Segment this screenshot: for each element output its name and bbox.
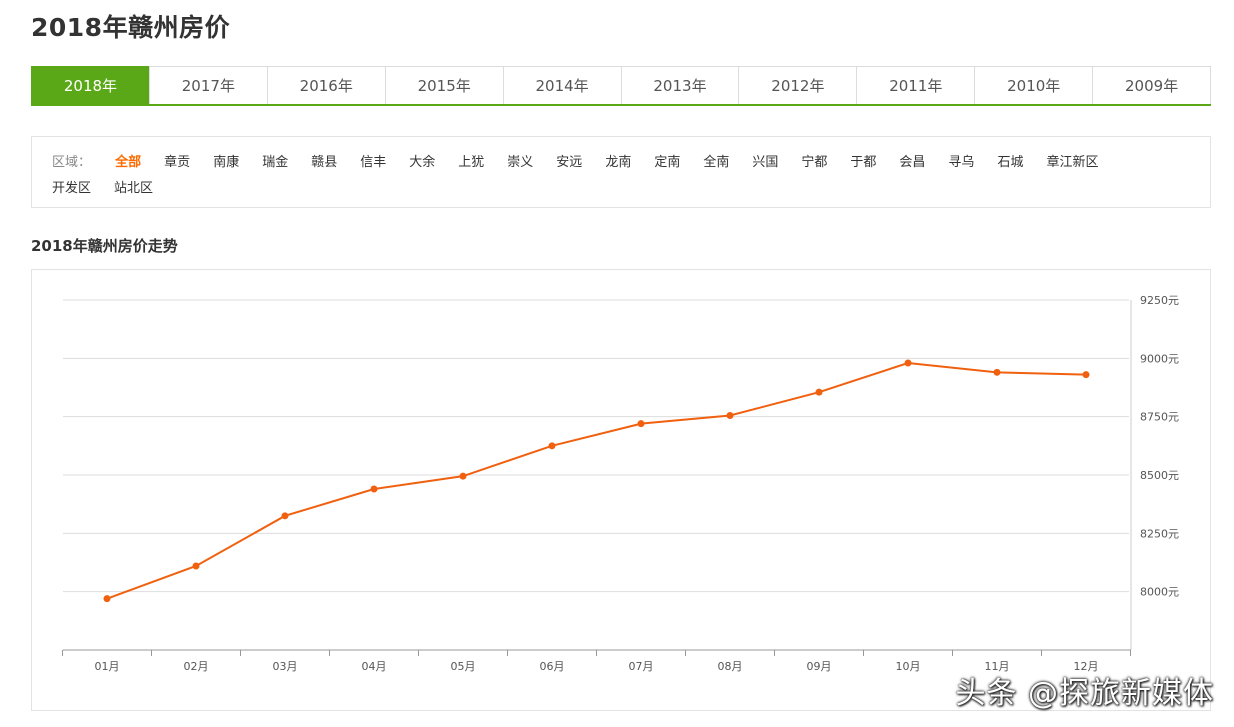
data-point (993, 368, 1001, 376)
region-item[interactable]: 石城 (997, 155, 1024, 170)
region-item[interactable]: 于都 (850, 155, 877, 170)
region-item[interactable]: 大余 (409, 155, 436, 170)
chart-container: 8000元 8250元 8500元 8750元 9000元 9250元 01月 02月 03月 0… (31, 269, 1211, 711)
x-tick-label: 01月 (95, 660, 120, 673)
year-tab-2014[interactable]: 2014年 (502, 66, 622, 104)
year-tab-2018[interactable]: 2018年 (31, 66, 150, 104)
region-item[interactable]: 南康 (213, 155, 240, 170)
x-tick-label: 07月 (629, 660, 654, 673)
year-tab-2013[interactable]: 2013年 (620, 66, 740, 104)
page-title: 2018年赣州房价 (31, 13, 231, 42)
x-tick-label: 04月 (362, 660, 387, 673)
region-item[interactable]: 上犹 (458, 155, 485, 170)
y-tick-label: 8000元 (1140, 586, 1179, 599)
region-filter: 区域： 全部 章贡 南康 瑞金 赣县 信丰 大余 上犹 崇义 安远 龙南 定南 全南 兴国 宁都 于都 会昌 寻乌… (31, 136, 1211, 208)
year-tab-2016[interactable]: 2016年 (266, 66, 386, 104)
data-point (103, 595, 111, 603)
x-tick-label: 02月 (184, 660, 209, 673)
data-point (815, 388, 823, 396)
y-tick-label: 8500元 (1140, 469, 1179, 482)
region-item[interactable]: 定南 (654, 155, 681, 170)
data-point (726, 412, 734, 419)
y-tick-label: 8750元 (1140, 411, 1179, 424)
region-line-1: 区域： 全部 章贡 南康 瑞金 赣县 信丰 大余 上犹 崇义 安远 龙南 定南 全南 兴国 宁都 于都 会昌 寻乌… (52, 150, 1210, 176)
region-item[interactable]: 信丰 (360, 155, 387, 170)
year-tab-2015[interactable]: 2015年 (384, 66, 504, 104)
data-point (904, 359, 912, 367)
region-item[interactable]: 会昌 (899, 155, 926, 170)
chart-title: 2018年赣州房价走势 (31, 237, 178, 255)
y-tick-label: 9250元 (1140, 294, 1179, 307)
region-item[interactable]: 安远 (556, 155, 583, 170)
y-tick-label: 9000元 (1140, 352, 1179, 365)
region-item[interactable]: 全南 (703, 155, 730, 170)
region-item[interactable]: 兴国 (752, 155, 779, 170)
region-item[interactable]: 开发区 (52, 181, 92, 196)
year-tabs: 2018年 2017年 2016年 2015年 2014年 2013年 2012年 2011年… (31, 66, 1212, 106)
x-tick-label: 11月 (985, 660, 1010, 673)
region-item[interactable]: 章江新区 (1046, 155, 1099, 170)
region-item[interactable]: 瑞金 (262, 155, 289, 170)
region-item[interactable]: 站北区 (114, 181, 154, 196)
data-point (548, 442, 556, 450)
region-label: 区域： (52, 155, 92, 170)
x-tick-label: 08月 (718, 660, 743, 673)
series-line (106, 361, 1087, 600)
region-item[interactable]: 章贡 (164, 155, 191, 170)
y-tick-label: 8250元 (1140, 527, 1179, 540)
region-item[interactable]: 赣县 (311, 155, 338, 170)
watermark: 头条 @探旅新媒体 (955, 676, 1214, 711)
data-point (459, 472, 467, 480)
data-point (281, 512, 289, 520)
price-trend-chart: 8000元 8250元 8500元 8750元 9000元 9250元 01月 02月 03月 0… (62, 294, 1179, 673)
x-tick-label: 03月 (273, 660, 298, 673)
x-tick-label: 09月 (807, 660, 832, 673)
region-item[interactable]: 崇义 (507, 155, 534, 170)
x-tick-label: 06月 (540, 660, 565, 673)
region-item[interactable]: 龙南 (605, 155, 632, 170)
region-item[interactable]: 寻乌 (948, 155, 975, 170)
data-point (370, 485, 378, 493)
data-point (192, 562, 200, 570)
region-item[interactable]: 宁都 (801, 155, 828, 170)
year-tab-2010[interactable]: 2010年 (974, 66, 1094, 104)
year-tab-2011[interactable]: 2011年 (856, 66, 976, 104)
year-tab-2009[interactable]: 2009年 (1092, 66, 1212, 104)
data-point (1082, 371, 1090, 379)
region-item[interactable]: 全部 (115, 155, 142, 170)
x-tick-label: 05月 (451, 660, 476, 673)
x-tick-label: 12月 (1074, 660, 1099, 673)
year-tab-2012[interactable]: 2012年 (738, 66, 858, 104)
region-line-2: 开发区 站北区 (52, 176, 1210, 202)
data-point (637, 420, 645, 428)
x-tick-label: 10月 (896, 660, 921, 673)
year-tab-2017[interactable]: 2017年 (148, 66, 268, 104)
